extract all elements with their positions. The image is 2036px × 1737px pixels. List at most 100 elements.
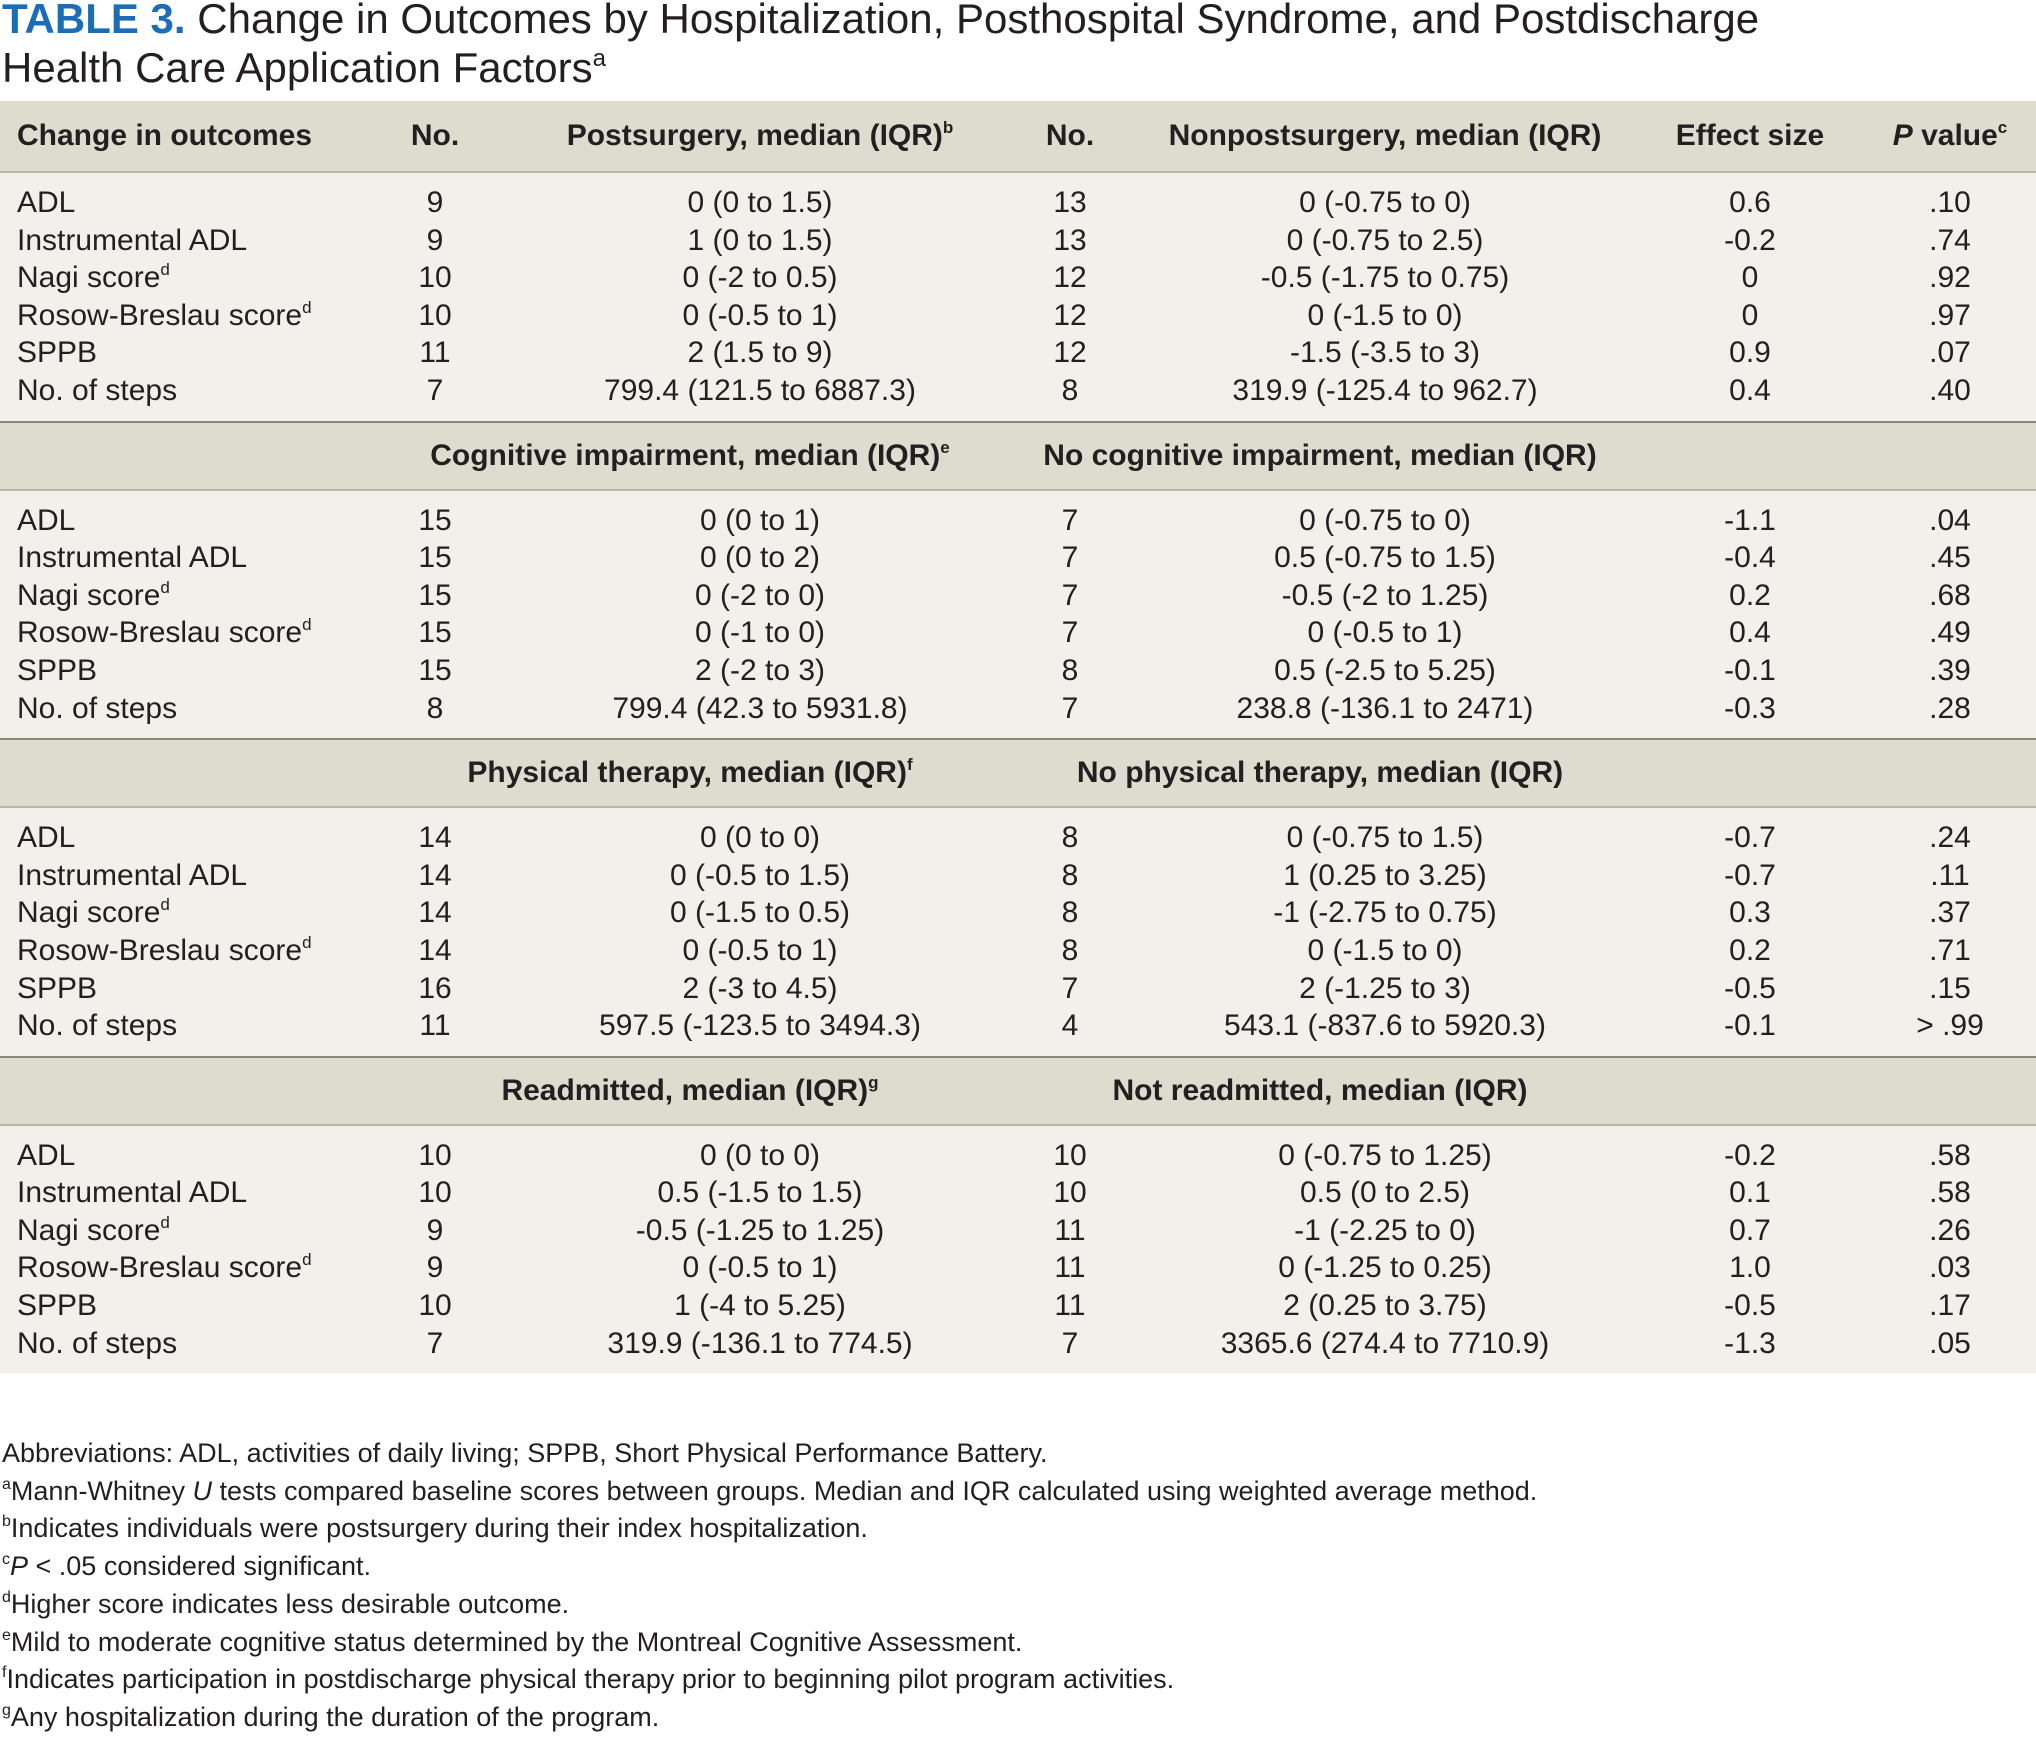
table-row: Instrumental ADL 9 1 (0 to 1.5) 13 0 (-0.75 …: [0, 222, 2036, 260]
cell-n-group2: 7: [1061, 503, 1079, 537]
row-label-text: Nagi score: [17, 578, 161, 612]
cell-effect-size: 0.4: [1729, 373, 1771, 407]
cell-effect-size: 0.2: [1729, 578, 1771, 612]
cell-effect-size: -0.5: [1724, 1289, 1776, 1323]
cell-median-group1: 0.5 (-1.5 to 1.5): [657, 1176, 863, 1210]
cell-median-group2: 0.5 (-0.75 to 1.5): [1274, 541, 1496, 575]
table-row: Rosow-Breslau scored 14 0 (-0.5 to 1) 8 0 (-…: [0, 932, 2036, 970]
cell-p-value: .03: [1929, 1251, 1971, 1285]
footnote-g: gAny hospitalization during the duration…: [2, 1699, 2032, 1737]
row-label: Nagi scored: [17, 577, 170, 615]
cell-n-group1: 10: [418, 1176, 452, 1210]
row-label-text: Instrumental ADL: [17, 1176, 248, 1210]
table-title: TABLE 3. Change in Outcomes by Hospitali…: [2, 0, 2032, 92]
row-label-text: Rosow-Breslau score: [17, 933, 303, 967]
row-label-text: Instrumental ADL: [17, 223, 248, 257]
section-physical-therapy: ADL 14 0 (0 to 0) 8 0 (-0.75 to 1.5) -0.7.24 I…: [0, 808, 2036, 1056]
cell-n-group1: 15: [418, 653, 452, 687]
row-label: Nagi scored: [17, 1212, 170, 1250]
header-p-value: P valuec: [1870, 101, 2030, 171]
row-label-text: SPPB: [17, 653, 98, 687]
row-label: SPPB: [17, 970, 97, 1008]
cell-p-value: .45: [1929, 541, 1971, 575]
cell-median-group2: -0.5 (-2 to 1.25): [1281, 578, 1489, 612]
cell-p-value: .07: [1929, 336, 1971, 370]
cell-median-group2: -1.5 (-3.5 to 3): [1289, 336, 1481, 370]
cell-p-value: .49: [1929, 616, 1971, 650]
cell-n-group1: 14: [418, 933, 452, 967]
footnote-d: dHigher score indicates less desirable o…: [2, 1586, 2032, 1624]
row-label: No. of steps: [17, 372, 177, 410]
cell-n-group1: 7: [426, 1326, 444, 1360]
cell-median-group2: 0 (-0.75 to 1.25): [1278, 1138, 1492, 1172]
table-footnotes: Abbreviations: ADL, activities of daily …: [2, 1435, 2032, 1737]
cell-median-group2: 1 (0.25 to 3.25): [1283, 858, 1487, 892]
table-row: Nagi scored 10 0 (-2 to 0.5) 12 -0.5 (-1.75 …: [0, 259, 2036, 297]
footnote-a-text2: tests compared baseline scores between g…: [211, 1475, 1538, 1506]
footnote-e-text: Mild to moderate cognitive status determ…: [10, 1626, 1023, 1657]
row-label: ADL: [17, 184, 75, 222]
cell-p-value: .11: [1930, 858, 1970, 892]
cell-median-group1: 0 (0 to 0): [699, 1138, 821, 1172]
row-label-text: Rosow-Breslau score: [17, 1251, 303, 1285]
row-label-text: ADL: [17, 186, 76, 219]
footnote-b-text: Indicates individuals were postsurgery d…: [10, 1513, 868, 1544]
cell-effect-size: 0: [1741, 261, 1759, 295]
cell-median-group2: 0 (-1.5 to 0): [1307, 298, 1463, 332]
cell-median-group2: 0.5 (0 to 2.5): [1299, 1176, 1471, 1210]
table-row: Nagi scored 15 0 (-2 to 0) 7 -0.5 (-2 to 1.2…: [0, 577, 2036, 615]
cell-p-value: .92: [1929, 261, 1971, 295]
row-label: Rosow-Breslau scored: [17, 1249, 312, 1287]
cell-p-value: .05: [1929, 1326, 1971, 1360]
cell-median-group1: 0 (-0.5 to 1): [682, 933, 838, 967]
cell-p-value: .58: [1929, 1176, 1971, 1210]
table-row: No. of steps 7 319.9 (-136.1 to 774.5) 7 336…: [0, 1325, 2036, 1363]
footnote-e-mark: e: [2, 1626, 11, 1644]
cell-n-group1: 10: [418, 261, 452, 295]
table-label: TABLE 3.: [2, 0, 186, 42]
cell-median-group1: 597.5 (-123.5 to 3494.3): [599, 1009, 921, 1043]
cell-effect-size: 0.9: [1729, 336, 1771, 370]
subheader-readmitted-text: Readmitted, median (IQR): [501, 1073, 869, 1107]
row-label-text: No. of steps: [17, 691, 178, 725]
section-cognitive: ADL 15 0 (0 to 1) 7 0 (-0.75 to 0) -1.1.04 Ins…: [0, 491, 2036, 739]
table-row: ADL 9 0 (0 to 1.5) 13 0 (-0.75 to 0) 0.6 .10: [0, 184, 2036, 222]
row-label-footnote-mark: d: [160, 1212, 170, 1232]
row-label: ADL: [17, 502, 75, 540]
cell-median-group1: 0 (-0.5 to 1.5): [669, 858, 851, 892]
header-p-letter: P: [1892, 119, 1913, 152]
subheader-not-readmitted: Not readmitted, median (IQR): [1112, 1073, 1528, 1107]
cell-n-group1: 16: [418, 971, 452, 1005]
subheader-cognitive: Cognitive impairment, median (IQR)e No c…: [0, 420, 2036, 491]
table-row: SPPB 15 2 (-2 to 3) 8 0.5 (-2.5 to 5.25) -0.1…: [0, 652, 2036, 690]
cell-p-value: .37: [1929, 896, 1971, 930]
table-row: ADL 15 0 (0 to 1) 7 0 (-0.75 to 0) -1.1 .04: [0, 502, 2036, 540]
table-row: Nagi scored 9 -0.5 (-1.25 to 1.25) 11 -1 (-2…: [0, 1212, 2036, 1250]
cell-n-group2: 7: [1061, 1326, 1079, 1360]
cell-effect-size: -0.1: [1724, 1009, 1776, 1043]
cell-n-group1: 8: [426, 691, 444, 725]
cell-effect-size: 0.7: [1729, 1213, 1771, 1247]
row-label: Nagi scored: [17, 894, 170, 932]
cell-effect-size: -0.5: [1724, 971, 1776, 1005]
header-no-1: No.: [410, 119, 460, 152]
table-row: No. of steps 7 799.4 (121.5 to 6887.3) 8 319…: [0, 372, 2036, 410]
row-label-footnote-mark: d: [160, 260, 170, 280]
footnote-c: cP < .05 considered significant.: [2, 1548, 2032, 1586]
row-label-footnote-mark: d: [160, 895, 170, 915]
table-row: No. of steps 11 597.5 (-123.5 to 3494.3) 4 5…: [0, 1007, 2036, 1045]
cell-n-group2: 10: [1053, 1176, 1087, 1210]
cell-median-group1: 0 (-2 to 0.5): [682, 261, 838, 295]
section-readmission: ADL 10 0 (0 to 0) 10 0 (-0.75 to 1.25) -0.2 .5…: [0, 1126, 2036, 1374]
cell-n-group2: 8: [1061, 821, 1079, 855]
row-label-text: Rosow-Breslau score: [17, 616, 303, 650]
table-row: Nagi scored 14 0 (-1.5 to 0.5) 8 -1 (-2.75 t…: [0, 894, 2036, 932]
footnote-g-mark: g: [2, 1701, 11, 1719]
footnote-g-text: Any hospitalization during the duration …: [10, 1701, 660, 1732]
cell-n-group2: 7: [1061, 578, 1079, 612]
cell-median-group2: 0 (-0.75 to 1.5): [1286, 821, 1484, 855]
cell-n-group1: 9: [426, 223, 444, 257]
cell-effect-size: -1.3: [1724, 1326, 1776, 1360]
subheader-readmitted-mark: g: [868, 1072, 879, 1092]
cell-p-value: .58: [1929, 1138, 1971, 1172]
